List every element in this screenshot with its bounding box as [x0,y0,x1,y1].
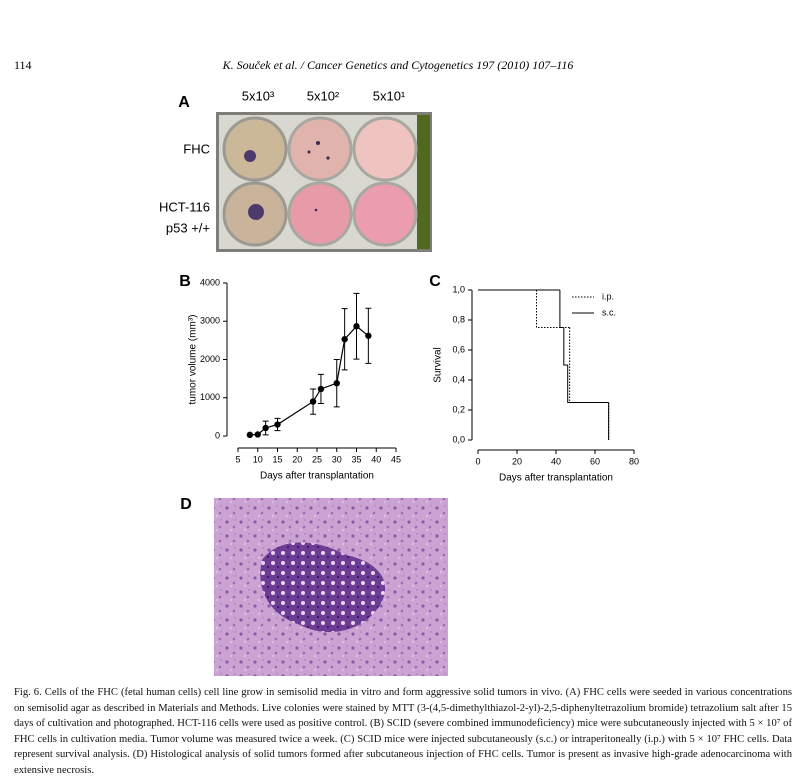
x-tick-label: 10 [253,454,263,464]
y-tick-label: 0,0 [452,434,465,444]
y-tick-label: 3000 [200,316,220,326]
x-axis-label: Days after transplantation [260,471,374,482]
data-point [353,323,360,330]
running-head: K. Souček et al. / Cancer Genetics and C… [222,58,574,72]
column-label: 5x10² [307,88,340,103]
x-tick-label: 45 [391,454,401,464]
x-tick-label: 20 [292,454,302,464]
data-point [254,431,261,438]
x-tick-label: 40 [371,454,381,464]
y-tick-label: 0,2 [452,404,465,414]
x-tick-label: 35 [351,454,361,464]
x-tick-label: 30 [332,454,342,464]
row-label: FHC [183,141,210,156]
y-tick-label: 2000 [200,354,220,364]
x-tick-label: 80 [629,456,639,466]
page-number: 114 [14,58,32,72]
y-tick-label: 0,6 [452,344,465,354]
y-axis-label: Survival [433,347,444,383]
data-point [341,336,348,343]
y-tick-label: 4000 [200,277,220,287]
column-label: 5x10¹ [373,88,406,103]
x-tick-label: 60 [590,456,600,466]
data-point [317,385,325,393]
x-tick-label: 15 [272,454,282,464]
y-tick-label: 0,4 [452,374,465,384]
survival-step [569,327,609,403]
panel-label: B [179,273,191,290]
data-point [365,332,372,339]
x-tick-label: 25 [312,454,322,464]
histology-photo [214,498,448,676]
plate-photo [216,112,432,252]
data-line [249,325,369,436]
legend-label: i.p. [602,291,614,301]
figure: 114 K. Souček et al. / Cancer Genetics a… [14,58,639,676]
survival-step [563,327,568,366]
survival-step [559,290,564,328]
data-point [333,380,340,387]
x-tick-label: 20 [512,456,522,466]
panel-label: D [180,496,192,513]
row-label: HCT-116 [159,199,210,214]
survival-step [536,290,570,328]
x-tick-label: 5 [235,454,240,464]
x-tick-label: 0 [475,456,480,466]
legend-label: s.c. [602,307,616,317]
row-label: p53 +/+ [166,220,210,235]
data-point [309,398,317,405]
y-axis-label: tumor volume (mm³) [188,314,199,404]
data-point [246,431,254,439]
y-tick-label: 0,8 [452,314,465,324]
column-label: 5x10³ [242,88,275,103]
y-tick-label: 0 [215,430,220,440]
panel-label: C [429,273,441,290]
x-axis-label: Days after transplantation [499,473,613,484]
x-tick-label: 40 [551,456,561,466]
panel-label: A [178,94,190,111]
y-tick-label: 1,0 [452,284,465,294]
data-point [262,424,269,432]
data-point [274,421,281,428]
figure-caption: Fig. 6. Cells of the FHC (fetal human ce… [14,687,792,776]
survival-step [567,365,609,403]
y-tick-label: 1000 [200,392,220,402]
